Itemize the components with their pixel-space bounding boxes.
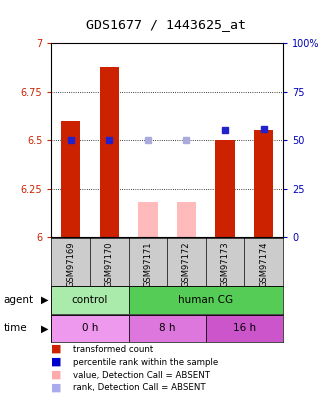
Text: GSM97171: GSM97171: [143, 241, 152, 287]
Bar: [206, 315, 283, 342]
Text: rank, Detection Call = ABSENT: rank, Detection Call = ABSENT: [73, 384, 206, 392]
Text: GSM97173: GSM97173: [220, 241, 230, 287]
Bar: [215, 140, 235, 237]
Text: time: time: [3, 324, 27, 333]
Text: ■: ■: [51, 344, 62, 354]
Bar: [51, 315, 128, 342]
Bar: [128, 315, 206, 342]
Text: control: control: [72, 295, 108, 305]
Bar: [100, 66, 119, 237]
Text: GSM97169: GSM97169: [66, 241, 75, 287]
Bar: [61, 121, 80, 237]
Bar: [254, 130, 273, 237]
Text: 0 h: 0 h: [82, 324, 98, 333]
Bar: [51, 286, 128, 314]
Text: ■: ■: [51, 370, 62, 380]
Text: transformed count: transformed count: [73, 345, 153, 354]
Text: GDS1677 / 1443625_at: GDS1677 / 1443625_at: [85, 18, 246, 31]
Bar: [128, 286, 283, 314]
Text: value, Detection Call = ABSENT: value, Detection Call = ABSENT: [73, 371, 210, 379]
Text: percentile rank within the sample: percentile rank within the sample: [73, 358, 218, 367]
Text: 8 h: 8 h: [159, 324, 175, 333]
Text: ▶: ▶: [41, 324, 48, 333]
Bar: [177, 202, 196, 237]
Text: ■: ■: [51, 383, 62, 393]
Bar: [138, 202, 158, 237]
Text: GSM97172: GSM97172: [182, 241, 191, 287]
Text: GSM97170: GSM97170: [105, 241, 114, 287]
Text: human CG: human CG: [178, 295, 233, 305]
Text: GSM97174: GSM97174: [259, 241, 268, 287]
Text: ■: ■: [51, 357, 62, 367]
Text: ▶: ▶: [41, 295, 48, 305]
Text: agent: agent: [3, 295, 33, 305]
Text: 16 h: 16 h: [233, 324, 256, 333]
